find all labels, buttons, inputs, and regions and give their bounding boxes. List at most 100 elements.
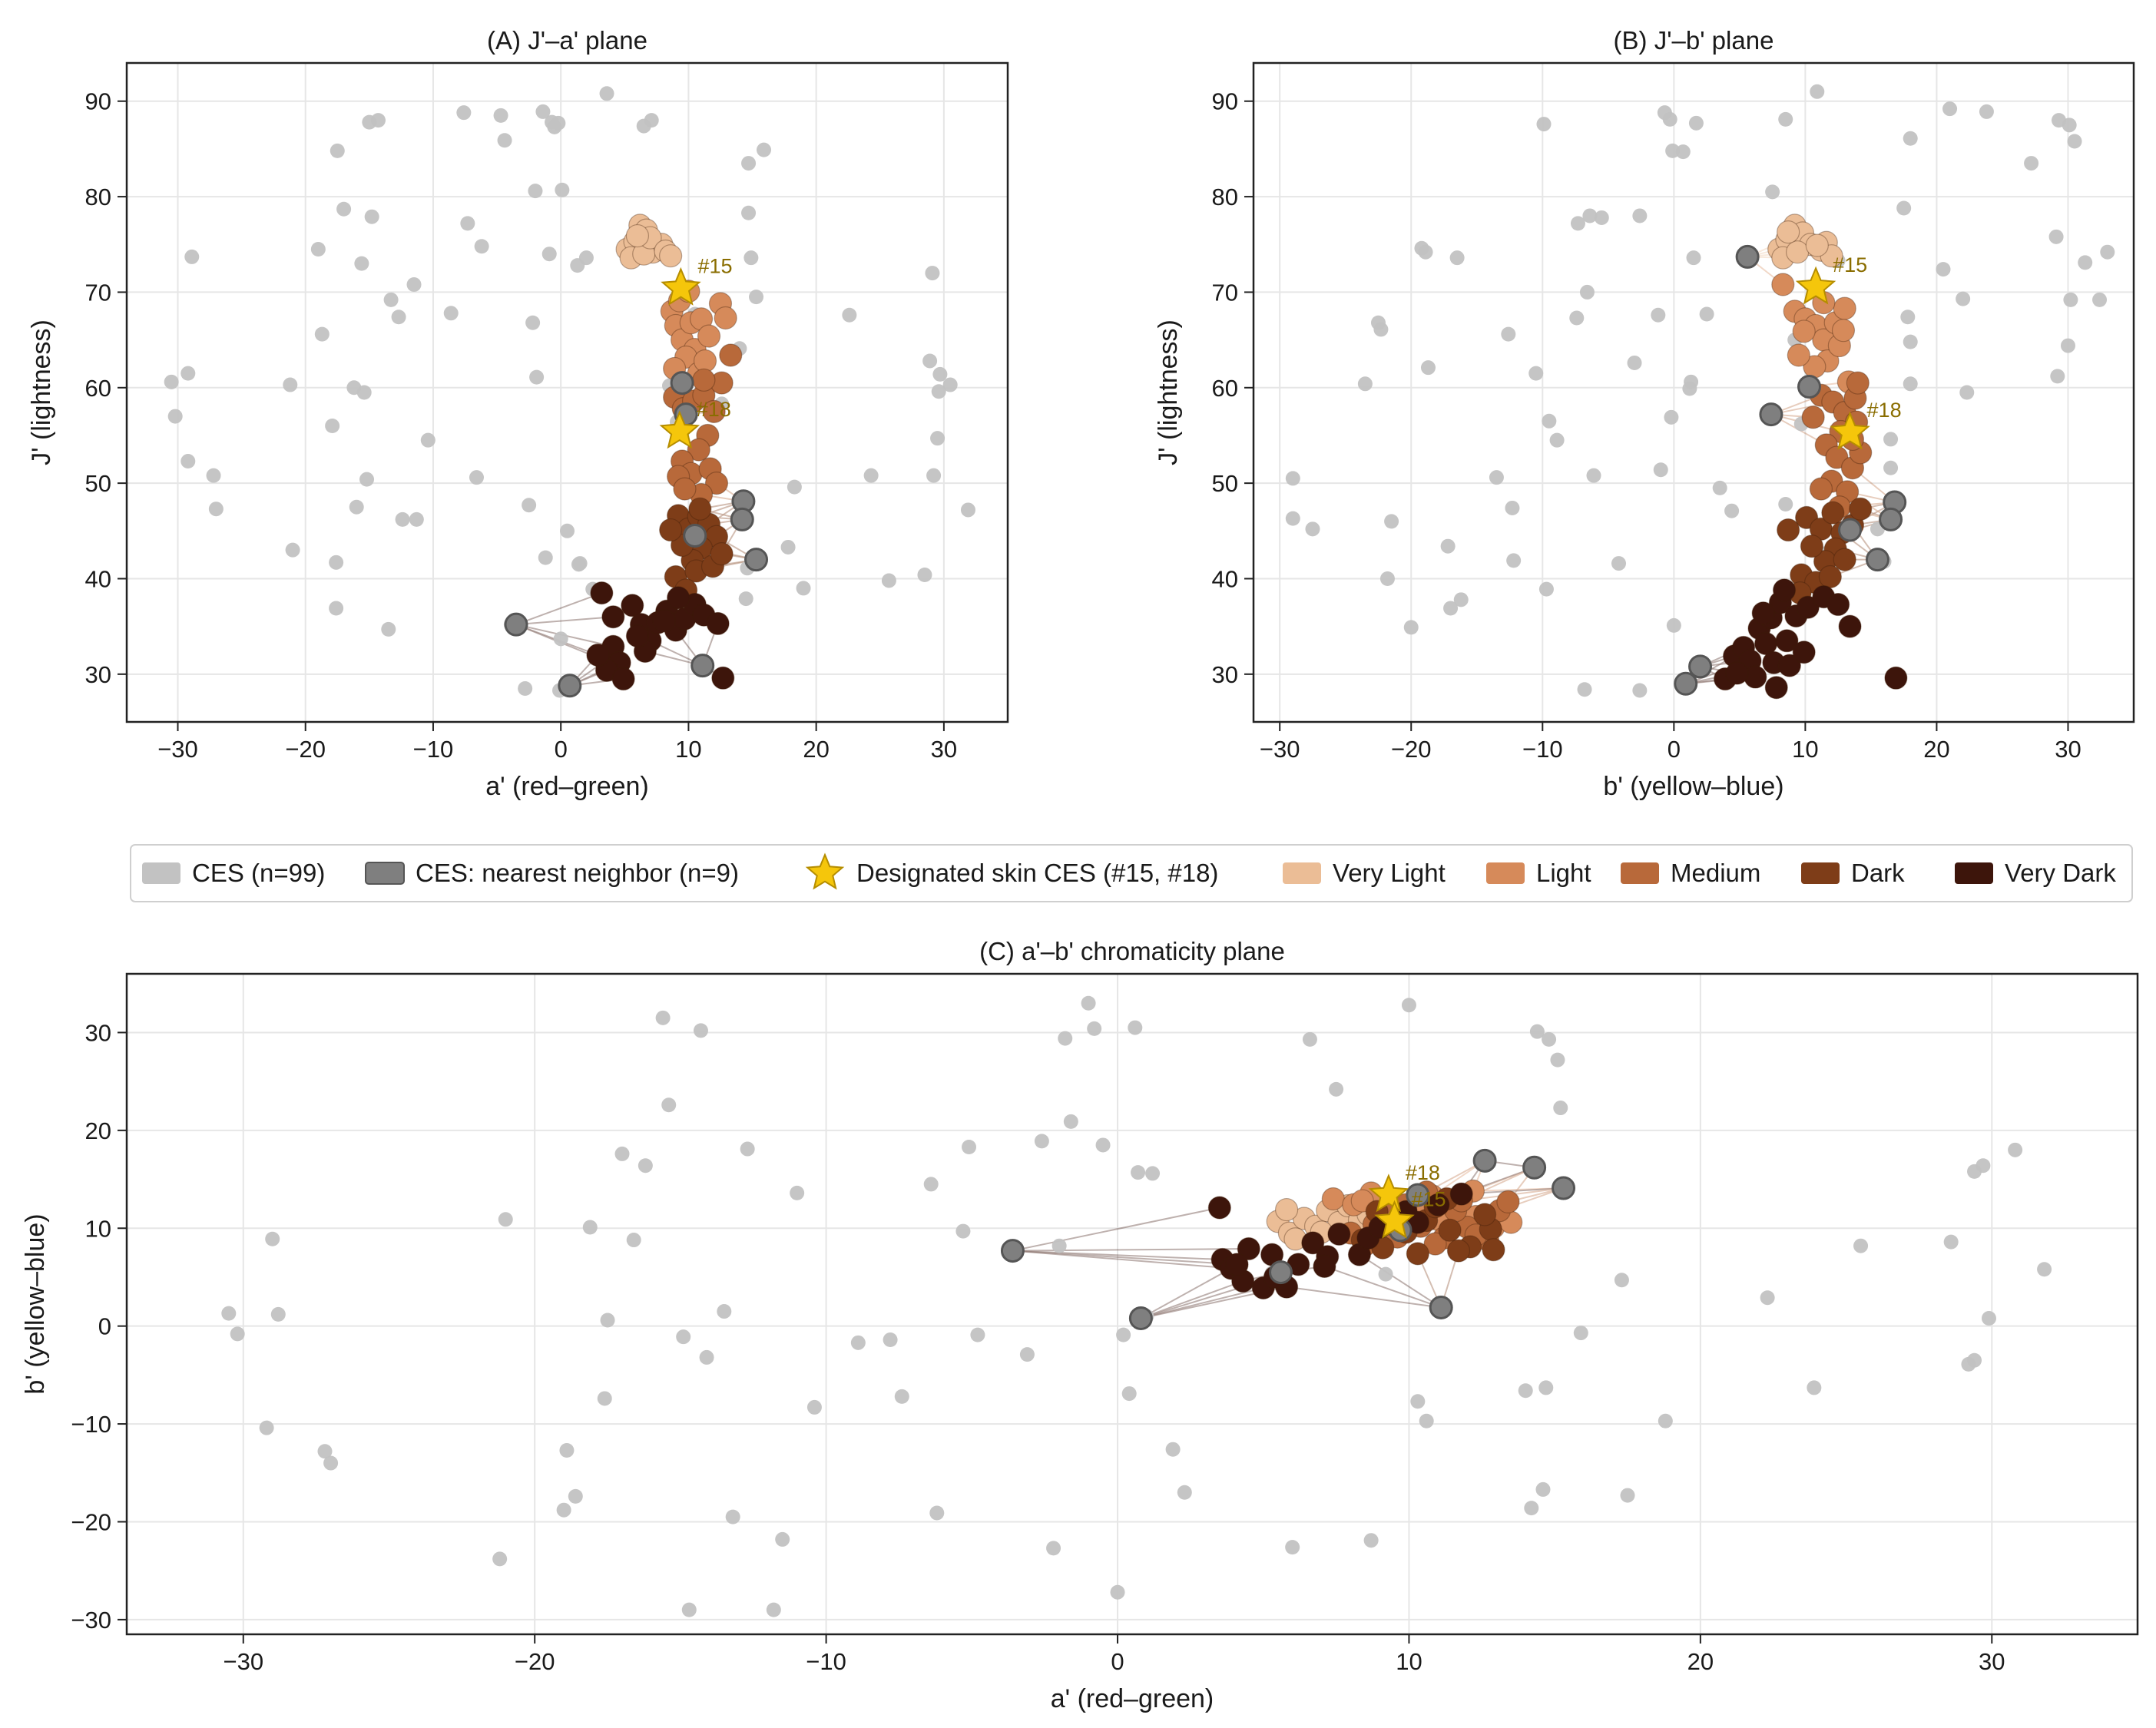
y-tick-label: 70	[1212, 279, 1238, 306]
skin-point	[621, 594, 644, 617]
plot-area: #15 #18	[164, 86, 975, 698]
x-tick-label: −20	[285, 736, 326, 763]
ces-point	[925, 266, 940, 281]
x-tick-label: −30	[1260, 736, 1300, 763]
nearest-neighbor-point	[1838, 518, 1863, 542]
star-label: #18	[1406, 1161, 1440, 1184]
skin-point	[687, 438, 710, 462]
ces-point	[1810, 84, 1825, 99]
legend-item-nn: CES: nearest neighbor (n=9)	[365, 859, 739, 887]
skin-point	[659, 518, 683, 542]
ces-point	[1765, 184, 1780, 200]
skin-point	[601, 605, 625, 629]
ces-point	[1577, 682, 1592, 697]
ces-point	[1419, 1413, 1434, 1428]
skin-point	[625, 223, 650, 248]
x-tick-label: −10	[413, 736, 454, 763]
designated-star	[1374, 1200, 1415, 1239]
x-tick-label: −10	[1522, 736, 1563, 763]
neighbor-link	[1472, 1187, 1564, 1192]
grid	[127, 63, 1008, 722]
nearest-neighbor-point	[1797, 375, 1822, 399]
skin-very-light-points	[615, 214, 683, 270]
ces-point	[1807, 1380, 1822, 1395]
x-tick-label: 30	[1979, 1648, 2005, 1675]
legend-label: Designated skin CES (#15, #18)	[856, 859, 1218, 887]
ces-point	[1285, 471, 1300, 486]
skin-dark-points	[659, 497, 734, 602]
x-tick-label: −10	[806, 1648, 846, 1675]
designated-stars: #18#15	[1368, 1161, 1446, 1239]
ces-point	[1936, 262, 1951, 277]
y-tick-label: 90	[1212, 88, 1238, 115]
ces-point	[796, 581, 811, 596]
ces-point	[741, 156, 757, 171]
ces-point	[1165, 1442, 1181, 1457]
ces-point	[329, 554, 344, 570]
ces-point	[1712, 480, 1727, 495]
plot-area: #15 #18	[1285, 84, 2115, 700]
ces-point	[1651, 307, 1666, 323]
y-tick-label: 10	[85, 1215, 111, 1242]
ces-point	[559, 1442, 575, 1458]
nearest-neighbor-point	[1552, 1176, 1576, 1200]
x-tick-label: 0	[1111, 1648, 1124, 1675]
skin-point	[1446, 1239, 1471, 1263]
ces-point	[208, 502, 224, 517]
ces-point	[2100, 244, 2115, 260]
ces-point	[1778, 496, 1793, 511]
ces-point	[661, 1097, 677, 1113]
ces-point	[572, 556, 588, 571]
ces-point	[942, 377, 958, 392]
ces-point	[2063, 292, 2078, 307]
y-axis-label: b' (yellow–blue)	[21, 1213, 50, 1394]
skin-point	[611, 667, 635, 691]
ces-point	[1586, 468, 1601, 483]
ces-point	[528, 184, 543, 199]
skin-point	[1777, 654, 1801, 677]
skin-point	[1423, 1232, 1447, 1256]
skin-very-dark-points	[1713, 578, 1908, 700]
skin-point	[697, 324, 721, 348]
neighbor-link	[1286, 1286, 1442, 1309]
ces-point	[1373, 322, 1389, 337]
skin-point	[1426, 1193, 1450, 1217]
plot-frame	[125, 972, 2139, 1636]
ces-point	[555, 182, 570, 197]
ces-point	[1658, 1413, 1673, 1428]
skin-point	[1805, 233, 1829, 257]
neighbor-link	[515, 592, 602, 626]
ces-point	[553, 631, 568, 647]
legend-label: Medium	[1671, 859, 1760, 887]
ces-point	[1582, 208, 1598, 223]
nearest-neighbor-point	[683, 524, 707, 548]
skin-point	[1787, 343, 1810, 367]
ces-point	[474, 239, 489, 254]
ces-point	[1379, 571, 1395, 586]
ces-point	[766, 1602, 781, 1617]
ces-point	[317, 1444, 333, 1459]
ces-point	[556, 1502, 571, 1518]
ces-point	[1489, 470, 1504, 485]
neighbor-link	[1012, 1250, 1223, 1261]
ces-point	[164, 374, 179, 389]
ces-point	[638, 1158, 653, 1174]
x-tick-label: 20	[1687, 1648, 1714, 1675]
ces-point	[597, 1391, 612, 1406]
ces-point	[560, 523, 575, 538]
legend-box	[130, 844, 2133, 902]
skin-point	[1792, 319, 1816, 343]
skin-point	[711, 666, 735, 690]
neighbor-link	[1012, 1250, 1232, 1270]
y-tick-label: 60	[85, 375, 111, 402]
ces-point	[1302, 1031, 1317, 1047]
x-tick-label: 20	[1923, 736, 1949, 763]
x-tick-label: 10	[675, 736, 701, 763]
ces-point	[325, 419, 340, 434]
legend-label: Dark	[1851, 859, 1905, 887]
skin-point	[702, 399, 726, 423]
ces-point	[1665, 143, 1681, 158]
ces-point	[1121, 1386, 1137, 1402]
ces-point	[1594, 210, 1609, 225]
ces-point	[1095, 1137, 1111, 1153]
